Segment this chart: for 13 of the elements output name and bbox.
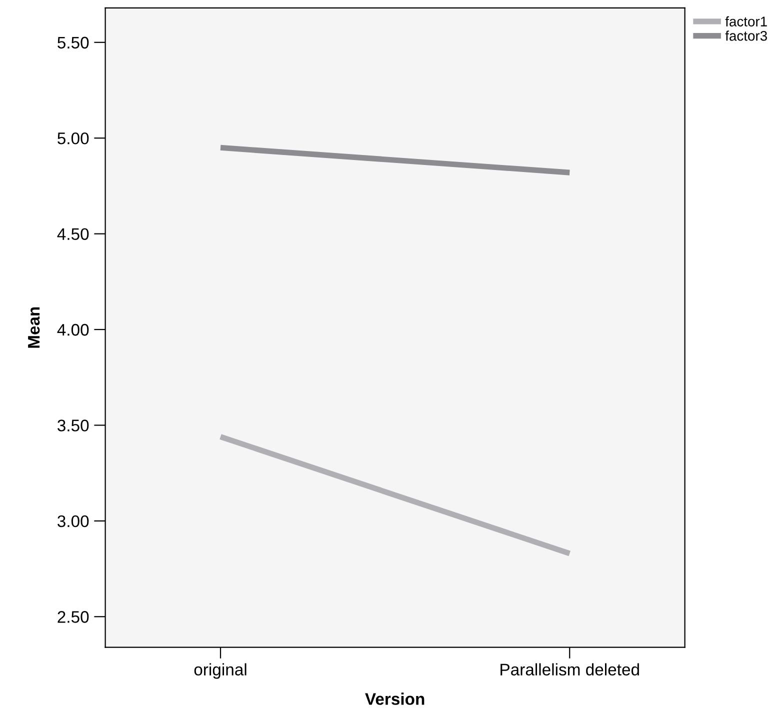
y-tick-label: 5.50 <box>58 36 89 49</box>
y-tick-label: 3.00 <box>58 515 89 528</box>
legend-label: factor3 <box>725 30 767 41</box>
y-tick-label: 5.00 <box>58 132 89 144</box>
y-tick-label: 4.50 <box>57 228 89 240</box>
y-tick-label: 4.00 <box>57 324 89 336</box>
y-tick-label: 2.50 <box>58 611 89 623</box>
y-tick-label: 3.50 <box>58 420 89 432</box>
x-axis-title: Version <box>365 692 424 705</box>
x-tick-label: original <box>194 663 246 679</box>
legend-label: factor1 <box>725 16 767 26</box>
x-tick-label: Parallelism deleted <box>500 663 639 676</box>
y-axis-title: Mean <box>28 307 40 348</box>
